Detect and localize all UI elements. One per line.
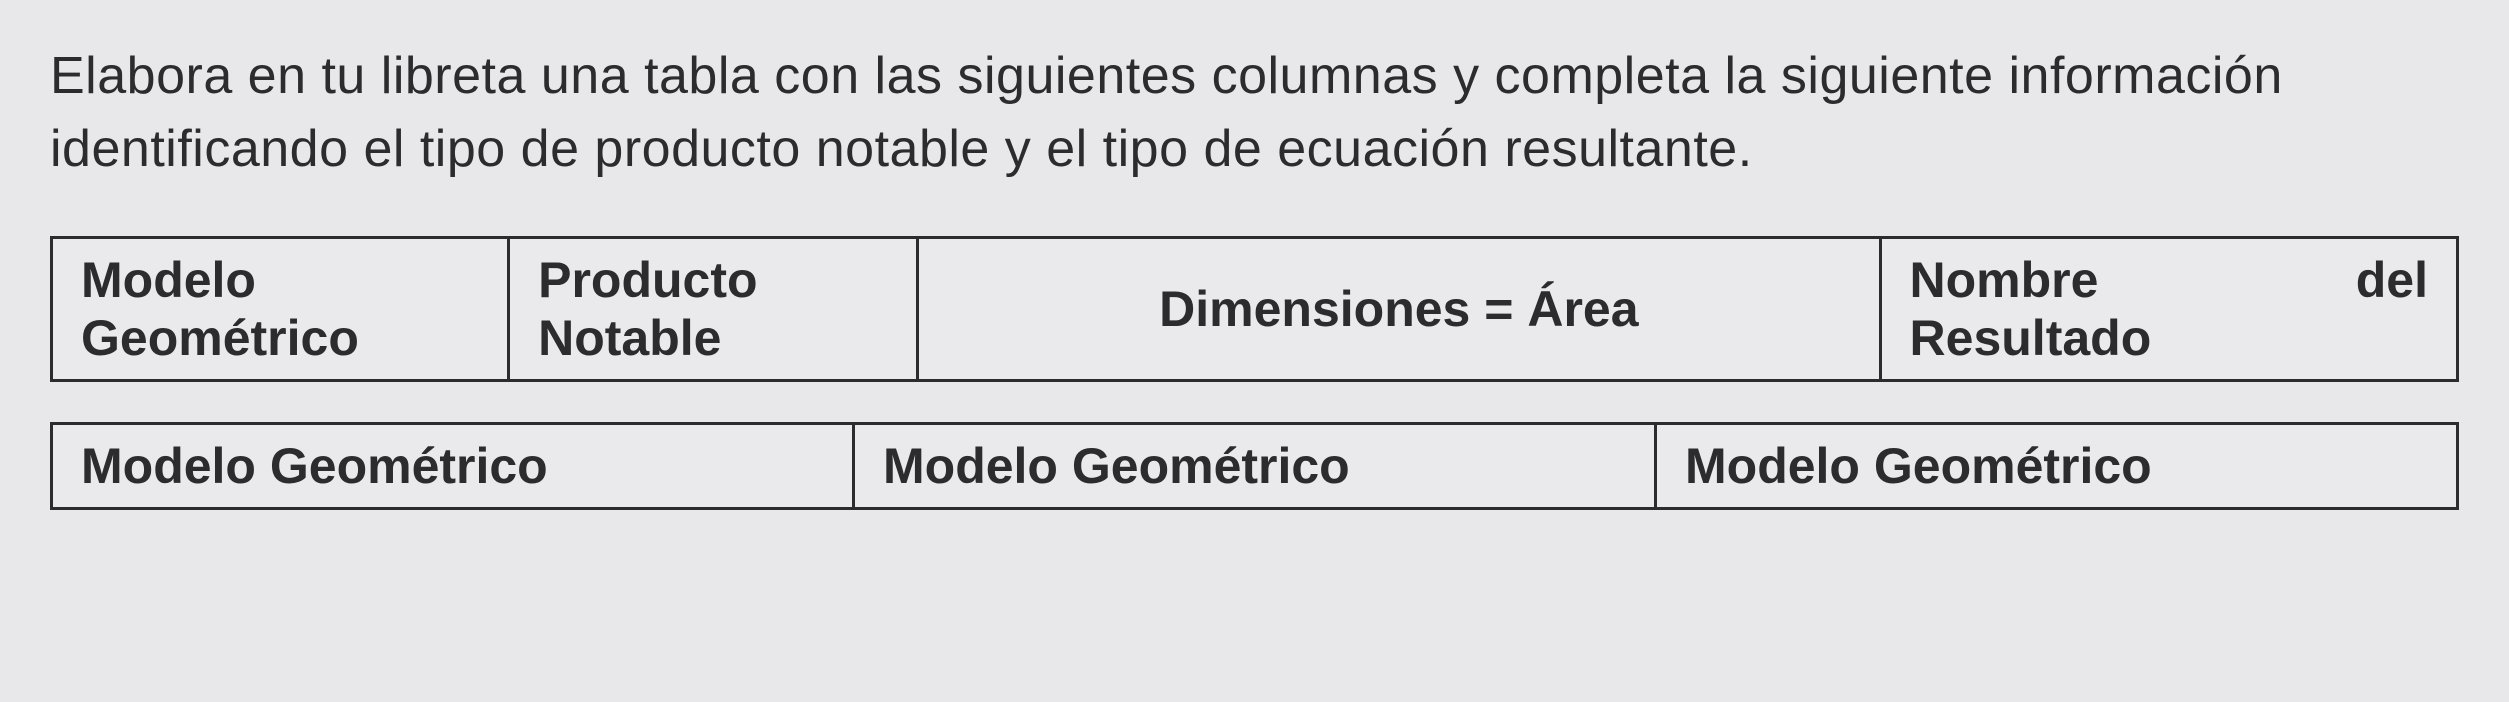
header-label: Modelo Geométrico	[81, 438, 548, 494]
header-label: Modelo Geométrico	[81, 252, 359, 366]
header-table-1: Modelo Geométrico Producto Notable Dimen…	[50, 236, 2459, 382]
header-label: Producto Notable	[538, 252, 757, 366]
table-gap	[50, 382, 2459, 422]
header-label: Dimensiones = Área	[1159, 281, 1638, 337]
header-label: Modelo Geométrico	[1685, 438, 2152, 494]
col-modelo-geometrico: Modelo Geométrico	[52, 237, 509, 380]
col-modelo-geometrico: Modelo Geométrico	[1656, 423, 2458, 508]
instruction-text: Elabora en tu libreta una tabla con las …	[50, 40, 2450, 186]
col-nombre-resultado: Nombre del Resultado	[1880, 237, 2457, 380]
col-dimensiones-area: Dimensiones = Área	[918, 237, 1880, 380]
header-label: Modelo Geométrico	[883, 438, 1350, 494]
col-modelo-geometrico: Modelo Geométrico	[52, 423, 854, 508]
header-label-line1: Nombre del	[1910, 251, 2428, 309]
col-producto-notable: Producto Notable	[509, 237, 918, 380]
header-word: Nombre	[1910, 251, 2099, 309]
header-table-2: Modelo Geométrico Modelo Geométrico Mode…	[50, 422, 2459, 510]
header-label-line2: Resultado	[1910, 309, 2428, 367]
col-modelo-geometrico: Modelo Geométrico	[854, 423, 1656, 508]
table-row: Modelo Geométrico Producto Notable Dimen…	[52, 237, 2458, 380]
table-row: Modelo Geométrico Modelo Geométrico Mode…	[52, 423, 2458, 508]
header-word: del	[2356, 251, 2428, 309]
